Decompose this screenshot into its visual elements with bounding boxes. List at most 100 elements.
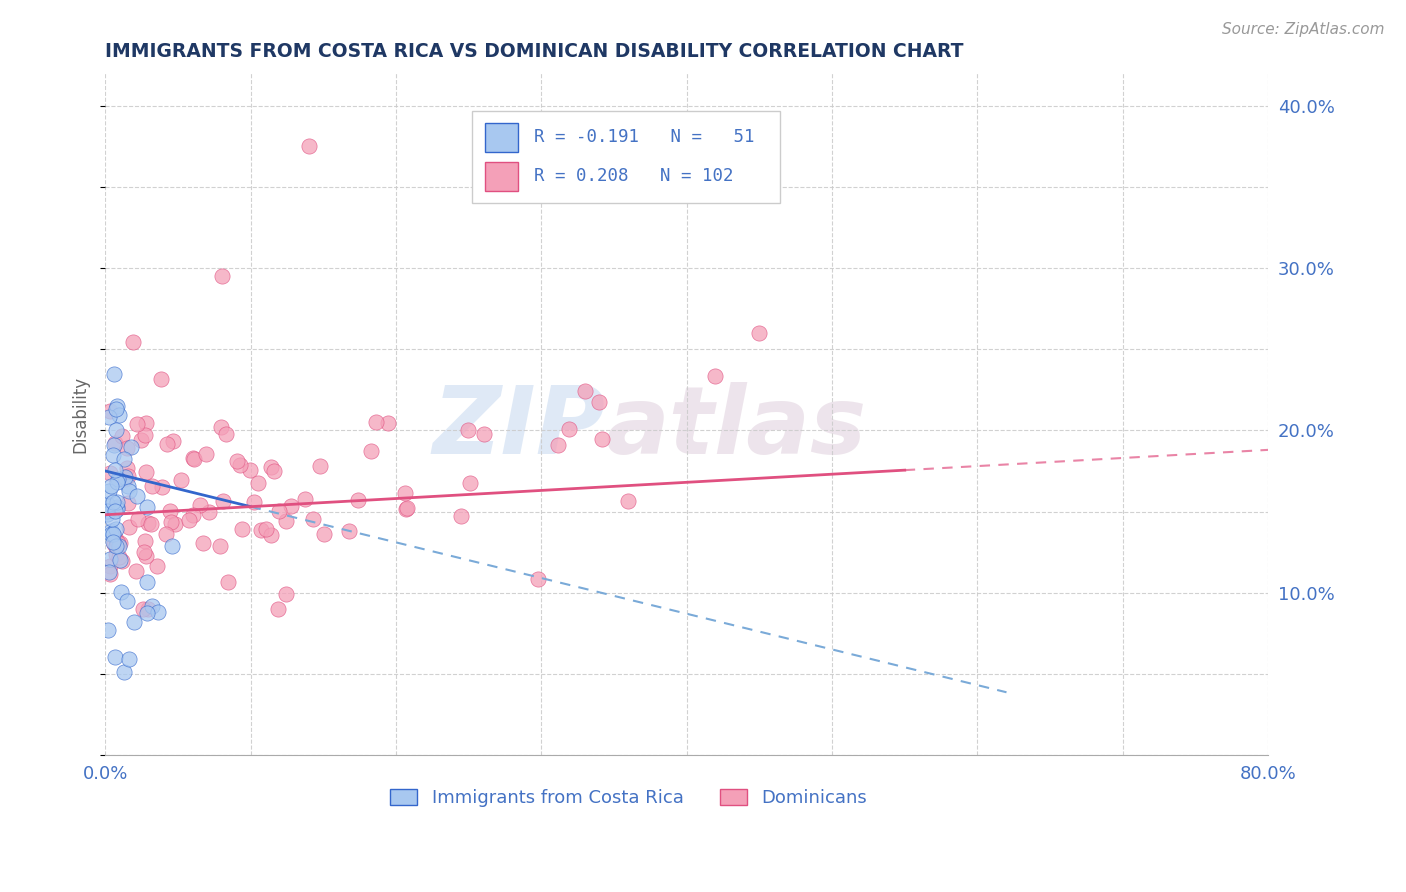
Point: [302, 512, 325, 526]
Point: [181, 450, 204, 465]
Point: [103, 534, 125, 549]
Point: [163, 516, 186, 531]
Point: [101, 527, 124, 541]
Point: [125, 417, 148, 432]
Point: [105, 399, 128, 413]
Point: [114, 470, 136, 484]
Point: [134, 428, 156, 442]
Point: [209, 539, 232, 553]
Point: [396, 501, 419, 516]
Point: [395, 501, 418, 516]
Point: [347, 492, 370, 507]
Point: [105, 423, 128, 437]
Point: [107, 472, 129, 486]
Point: [150, 480, 173, 494]
Point: [360, 444, 382, 458]
Point: [104, 435, 127, 450]
Point: [136, 606, 159, 620]
Point: [527, 572, 550, 586]
Point: [141, 479, 163, 493]
Point: [96, 497, 118, 511]
Point: [129, 433, 152, 447]
Point: [103, 463, 125, 477]
Point: [125, 489, 148, 503]
Point: [177, 513, 200, 527]
Point: [100, 526, 122, 541]
Point: [111, 554, 134, 568]
Point: [97, 565, 120, 579]
Point: [98, 483, 121, 498]
Point: [136, 602, 159, 616]
Point: [101, 494, 124, 508]
Point: [120, 440, 142, 454]
Point: [150, 372, 173, 386]
FancyBboxPatch shape: [471, 111, 780, 202]
Point: [118, 651, 141, 665]
Point: [159, 504, 181, 518]
Point: [103, 448, 125, 462]
Point: [276, 514, 298, 528]
Point: [588, 395, 610, 409]
Point: [155, 526, 177, 541]
Point: [160, 516, 183, 530]
Point: [98, 551, 121, 566]
Point: [229, 458, 252, 472]
Point: [294, 491, 316, 506]
Point: [188, 499, 211, 513]
Point: [100, 524, 122, 538]
Point: [104, 649, 127, 664]
Point: [110, 536, 132, 550]
Point: [704, 368, 727, 383]
Point: [239, 463, 262, 477]
Point: [125, 565, 148, 579]
Point: [110, 584, 132, 599]
Point: [211, 269, 233, 284]
Point: [472, 427, 495, 442]
Legend: Immigrants from Costa Rica, Dominicans: Immigrants from Costa Rica, Dominicans: [382, 781, 875, 814]
Point: [183, 451, 205, 466]
Point: [104, 504, 127, 518]
Point: [111, 429, 134, 443]
Point: [160, 539, 183, 553]
Point: [135, 465, 157, 479]
Point: [104, 529, 127, 543]
Point: [617, 494, 640, 508]
Text: ZIP: ZIP: [433, 382, 605, 474]
Point: [112, 452, 135, 467]
Point: [212, 494, 235, 508]
Point: [145, 559, 167, 574]
Point: [122, 334, 145, 349]
Point: [103, 367, 125, 381]
Point: [98, 567, 121, 582]
Point: [197, 505, 219, 519]
Point: [114, 472, 136, 486]
Point: [394, 486, 416, 500]
Point: [127, 512, 149, 526]
Point: [309, 458, 332, 473]
Point: [337, 524, 360, 538]
Point: [574, 384, 596, 399]
Point: [134, 545, 156, 559]
Point: [105, 535, 128, 549]
Point: [276, 587, 298, 601]
Point: [298, 139, 321, 153]
Point: [98, 410, 121, 425]
Text: Source: ZipAtlas.com: Source: ZipAtlas.com: [1222, 22, 1385, 37]
Point: [458, 476, 481, 491]
Point: [146, 605, 169, 619]
Point: [547, 438, 569, 452]
Text: R = -0.191   N =   51: R = -0.191 N = 51: [534, 128, 755, 146]
Point: [246, 476, 269, 491]
Point: [181, 508, 204, 523]
Point: [96, 507, 118, 521]
Point: [139, 516, 162, 531]
Point: [108, 552, 131, 566]
Point: [267, 504, 290, 518]
Point: [170, 473, 193, 487]
Point: [97, 623, 120, 637]
Point: [135, 500, 157, 515]
Point: [105, 501, 128, 516]
Point: [280, 499, 302, 513]
Point: [117, 479, 139, 493]
Point: [117, 496, 139, 510]
